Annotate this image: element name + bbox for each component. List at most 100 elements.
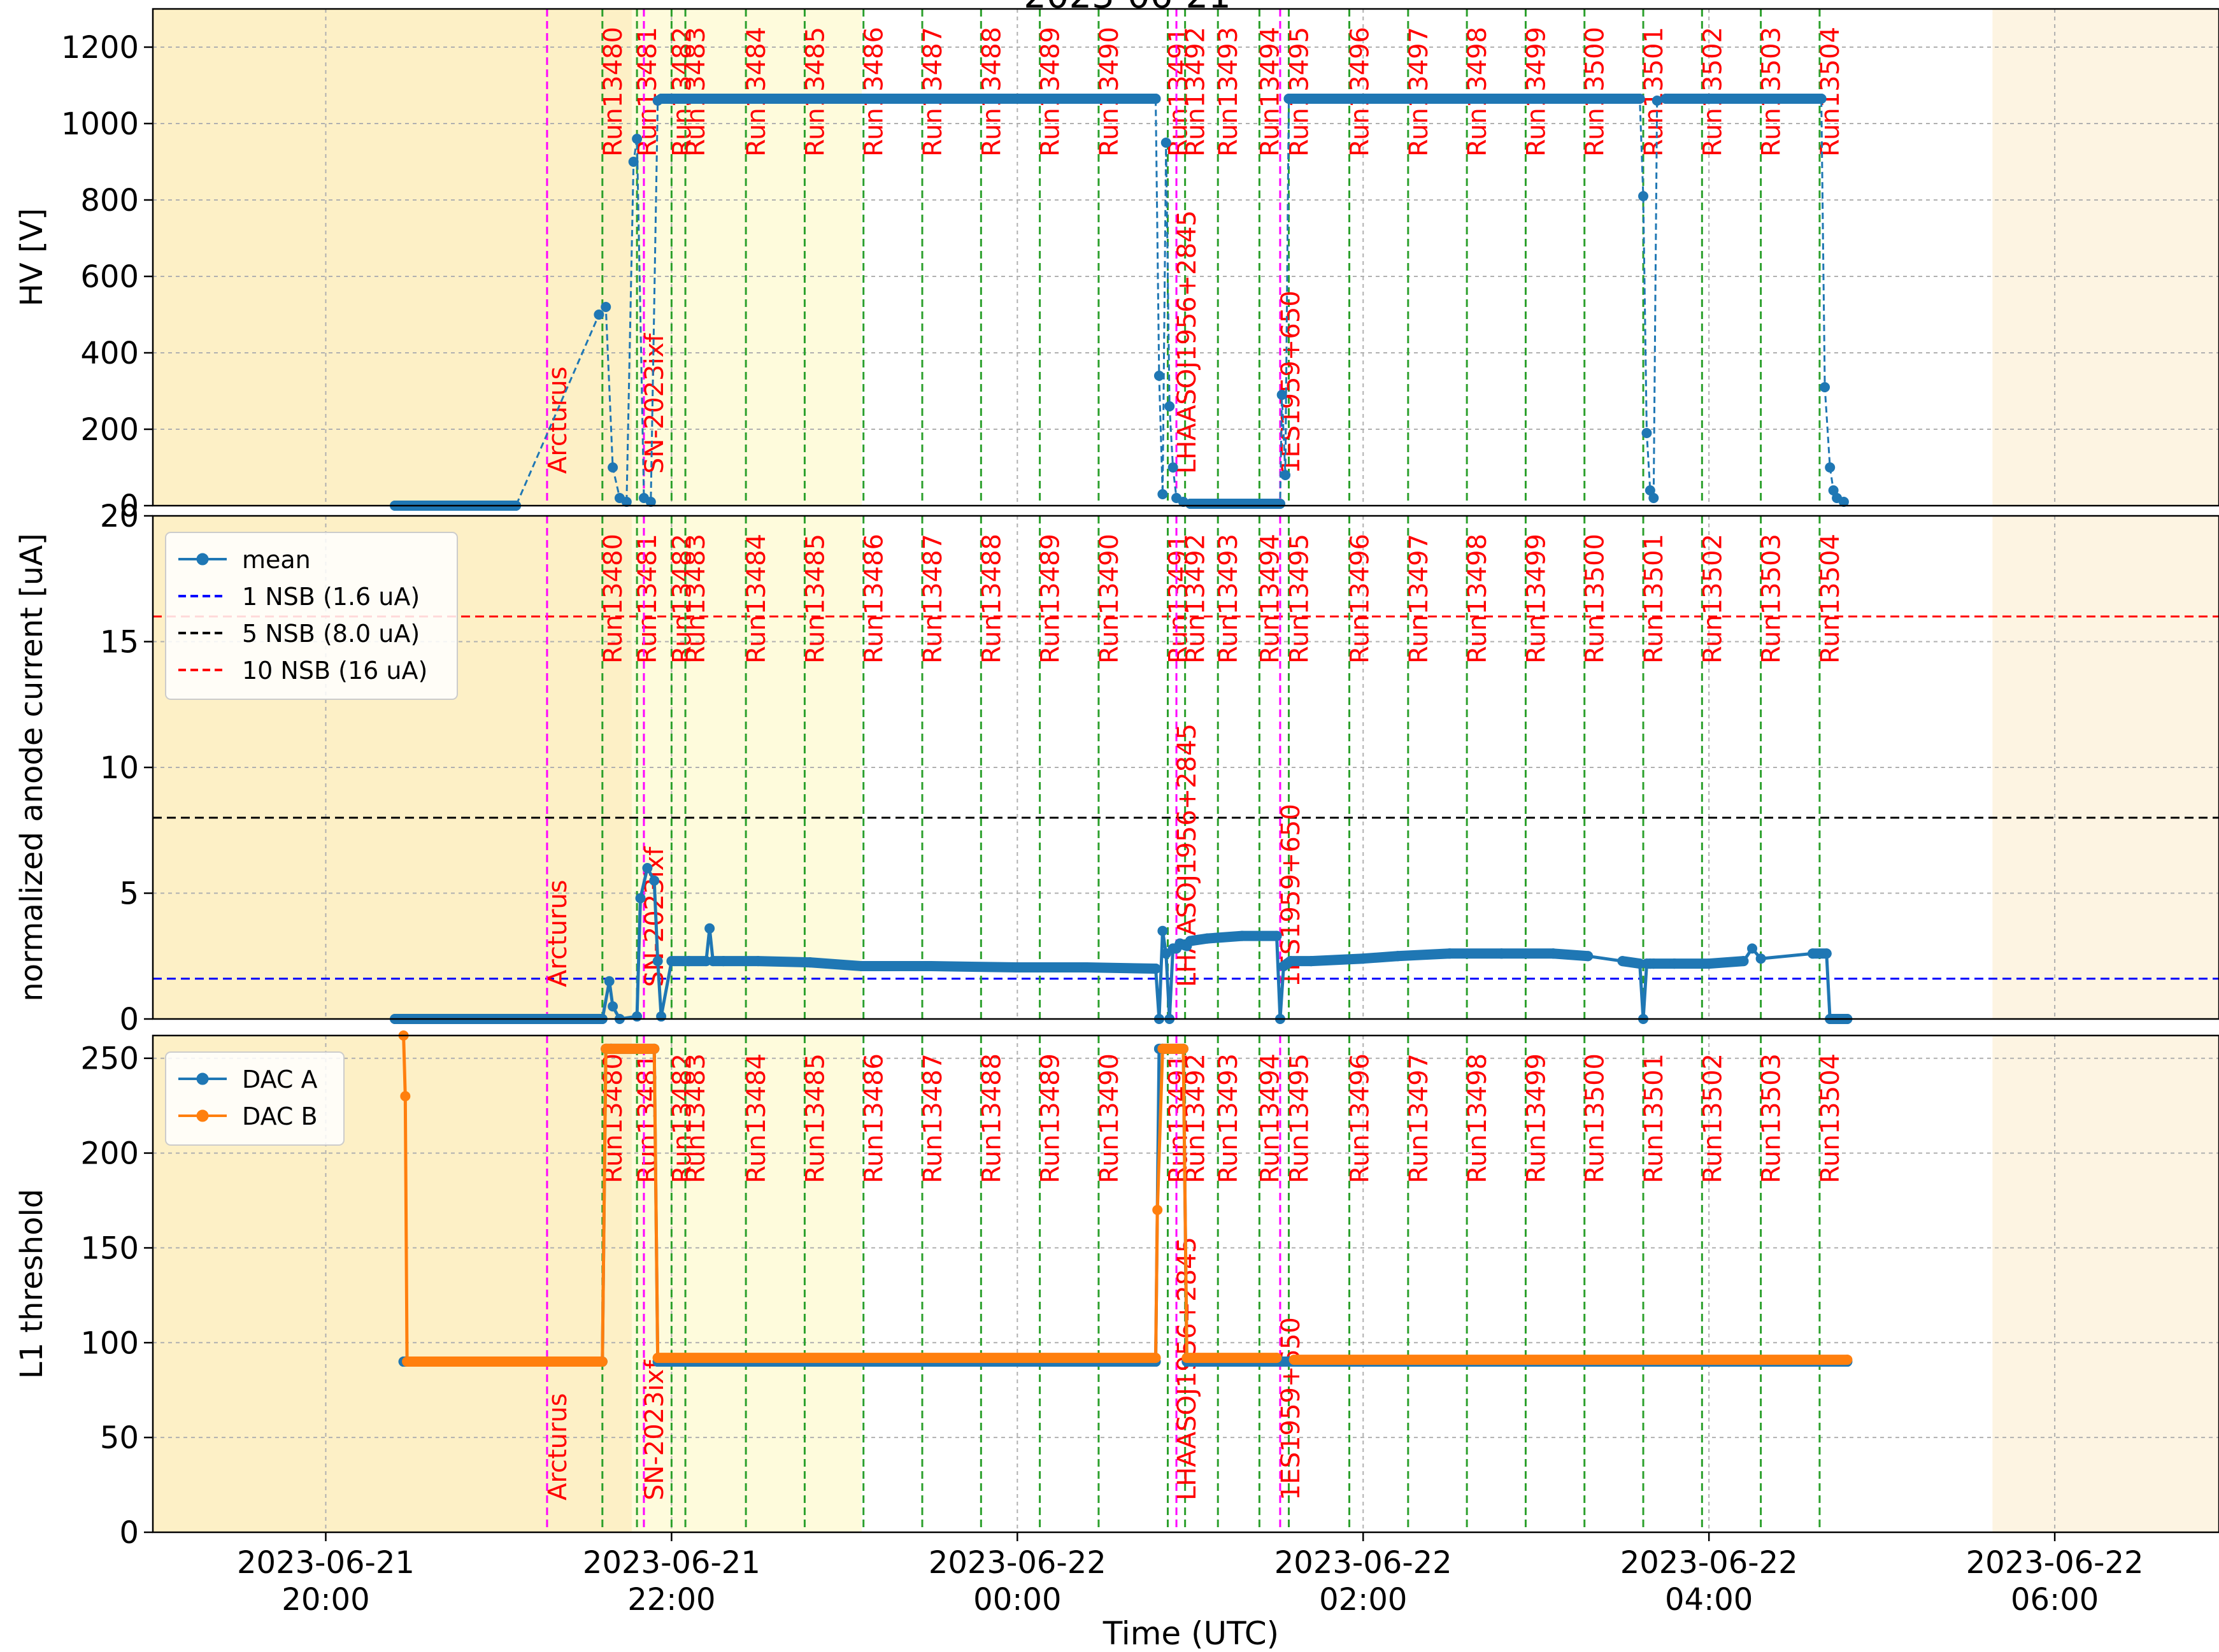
run-label: Run13501 xyxy=(1639,1053,1669,1183)
data-point xyxy=(628,157,639,167)
shade-band xyxy=(153,9,632,506)
y-tick-label: 400 xyxy=(80,336,139,371)
x-tick-time: 04:00 xyxy=(1665,1582,1753,1618)
run-label: Run13487 xyxy=(918,27,948,157)
shade-band xyxy=(1992,9,2219,506)
data-point xyxy=(652,956,663,967)
run-label: Run13480 xyxy=(599,534,628,664)
data-point xyxy=(604,976,615,986)
legend-marker xyxy=(196,553,209,566)
run-label: Run13493 xyxy=(1214,1053,1243,1183)
run-label: Run13483 xyxy=(681,1053,711,1183)
data-point xyxy=(1280,470,1291,480)
run-label: Run13498 xyxy=(1463,27,1492,157)
x-tick-time: 00:00 xyxy=(973,1582,1061,1618)
source-label: LHAASOJ1956+2845 xyxy=(1173,210,1202,474)
y-tick-label: 250 xyxy=(80,1041,139,1077)
series-dense-segment xyxy=(1704,956,1749,969)
data-point xyxy=(1820,382,1830,392)
run-label: Run13486 xyxy=(860,27,889,157)
y-tick-label: 200 xyxy=(80,1136,139,1172)
shade-band xyxy=(1992,1036,2219,1532)
run-label: Run13497 xyxy=(1404,534,1434,664)
run-label: Run13485 xyxy=(801,1053,830,1183)
run-label: Run13487 xyxy=(918,1053,948,1183)
legend-label: mean xyxy=(242,546,311,574)
run-label: Run13489 xyxy=(1036,534,1066,664)
y-axis-label: normalized anode current [uA] xyxy=(14,533,50,1002)
run-label: Run13499 xyxy=(1522,27,1551,157)
run-label: Run13481 xyxy=(633,1053,662,1183)
run-label: Run13489 xyxy=(1036,1053,1066,1183)
legend-label: DAC A xyxy=(242,1065,318,1093)
run-label: Run13502 xyxy=(1698,534,1727,664)
run-label: Run13481 xyxy=(633,534,662,664)
run-label: Run13492 xyxy=(1181,534,1211,664)
data-point xyxy=(1152,1204,1163,1215)
data-point xyxy=(1153,371,1164,381)
source-label: Arcturus xyxy=(543,1393,573,1500)
run-label: Run13488 xyxy=(977,1053,1006,1183)
run-label: Run13490 xyxy=(1095,1053,1124,1183)
run-label: Run13496 xyxy=(1346,27,1375,157)
run-label: Run13486 xyxy=(860,534,889,664)
run-label: Run13482 xyxy=(667,1053,697,1183)
data-point xyxy=(1641,428,1652,438)
series-dense-segment xyxy=(804,957,867,972)
y-tick-label: 0 xyxy=(119,1515,139,1551)
legend-label: 1 NSB (1.6 uA) xyxy=(242,583,420,611)
x-tick-date: 2023-06-22 xyxy=(1274,1545,1452,1581)
y-tick-label: 1200 xyxy=(61,30,139,66)
run-label: Run13503 xyxy=(1757,534,1787,664)
series-dense-segment xyxy=(753,956,815,968)
run-label: Run13484 xyxy=(742,534,771,664)
data-point xyxy=(601,302,611,312)
x-tick-time: 06:00 xyxy=(2011,1582,2099,1618)
run-label: Run13501 xyxy=(1639,534,1669,664)
y-tick-label: 0 xyxy=(119,488,139,524)
data-point xyxy=(1638,191,1649,201)
x-tick-date: 2023-06-21 xyxy=(237,1545,415,1581)
data-point xyxy=(400,1091,411,1102)
run-label: Run13490 xyxy=(1095,27,1124,157)
data-point xyxy=(1164,401,1175,411)
run-label: Run13502 xyxy=(1698,1053,1727,1183)
run-label: Run13497 xyxy=(1404,1053,1434,1183)
legend-label: 5 NSB (8.0 uA) xyxy=(242,620,420,648)
run-label: Run13504 xyxy=(1816,27,1845,157)
run-label: Run13503 xyxy=(1757,27,1787,157)
data-point xyxy=(632,134,643,144)
run-label: Run13483 xyxy=(681,534,711,664)
x-tick-date: 2023-06-22 xyxy=(1620,1545,1798,1581)
run-label: Run13499 xyxy=(1522,534,1551,664)
run-label: Run13497 xyxy=(1404,27,1434,157)
y-tick-label: 15 xyxy=(100,625,139,660)
series-dense-segment xyxy=(1202,930,1248,944)
data-point xyxy=(1160,948,1171,959)
time-axis: 2023-06-2120:002023-06-2122:002023-06-22… xyxy=(237,1532,2144,1618)
run-label: Run13488 xyxy=(977,27,1006,157)
run-label: Run13488 xyxy=(977,534,1006,664)
run-label: Run13482 xyxy=(667,27,697,157)
run-label: Run13487 xyxy=(918,534,948,664)
data-point xyxy=(1747,943,1758,954)
run-label: Run13493 xyxy=(1214,27,1243,157)
y-tick-label: 600 xyxy=(80,259,139,295)
legend-label: DAC B xyxy=(242,1102,318,1130)
x-tick-time: 22:00 xyxy=(627,1582,715,1618)
run-label: Run13482 xyxy=(667,534,697,664)
run-label: Run13500 xyxy=(1581,1053,1610,1183)
run-label: Run13502 xyxy=(1698,27,1727,157)
run-label: Run13504 xyxy=(1816,1053,1845,1183)
series-dense-segment xyxy=(1306,953,1369,967)
source-label: Arcturus xyxy=(543,366,573,474)
y-tick-label: 100 xyxy=(80,1325,139,1361)
shade-band xyxy=(631,516,862,1019)
legend-label: 10 NSB (16 uA) xyxy=(242,657,427,685)
data-point xyxy=(608,462,618,473)
run-label: Run13480 xyxy=(599,27,628,157)
